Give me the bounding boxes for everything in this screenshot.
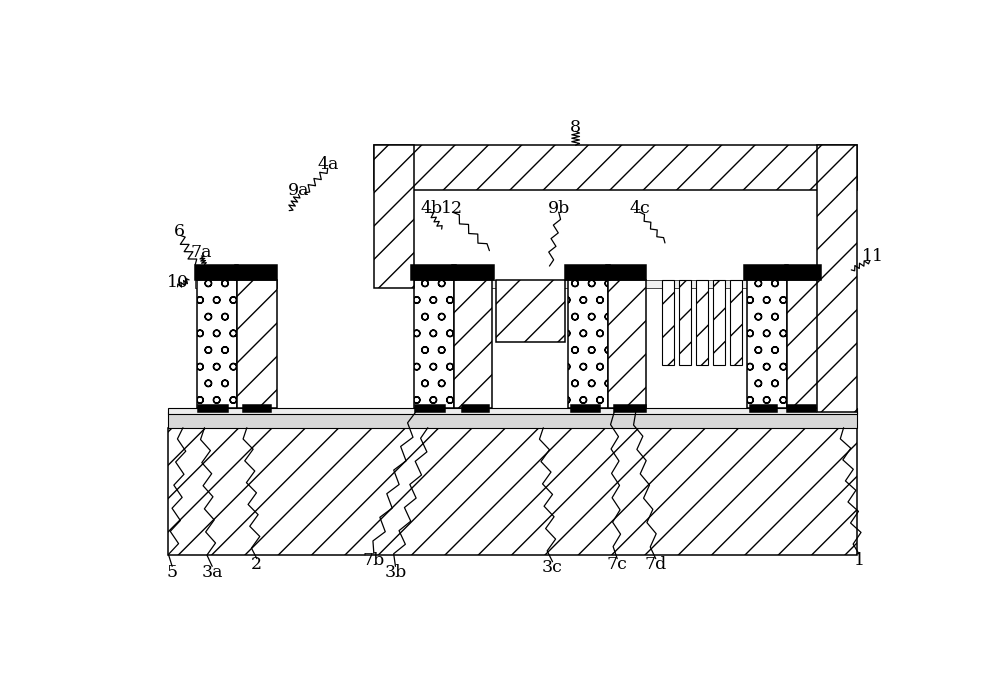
Bar [195, 280, 277, 288]
Bar [415, 405, 445, 412]
Text: 7b: 7b [363, 552, 385, 569]
Bar [414, 280, 454, 408]
Text: 4c: 4c [629, 200, 650, 217]
Bar [568, 280, 608, 408]
Text: 7c: 7c [607, 556, 628, 573]
Bar [730, 280, 742, 365]
Bar [411, 265, 456, 280]
Bar [374, 145, 857, 190]
Bar [235, 265, 277, 280]
Bar [747, 280, 787, 408]
Text: 10: 10 [167, 274, 189, 292]
Bar [243, 405, 271, 412]
Text: 8: 8 [570, 119, 581, 136]
Bar [571, 405, 600, 412]
Bar [713, 280, 725, 365]
Text: 3a: 3a [201, 564, 223, 581]
Text: 1: 1 [854, 552, 864, 569]
Bar [168, 408, 857, 414]
Bar [462, 405, 489, 412]
Text: 3b: 3b [384, 564, 407, 581]
Bar [785, 265, 820, 280]
Bar [817, 145, 857, 412]
Text: 5: 5 [167, 564, 178, 581]
Bar [452, 265, 494, 280]
Bar [496, 280, 565, 341]
Bar [787, 405, 816, 412]
Text: 6: 6 [174, 223, 185, 240]
Bar [414, 280, 819, 288]
Bar [198, 405, 228, 412]
Bar [662, 280, 674, 365]
Bar [374, 145, 414, 288]
Bar [608, 280, 646, 408]
Text: 4b: 4b [421, 200, 443, 217]
Text: 9b: 9b [548, 200, 570, 217]
Bar [237, 280, 277, 408]
Bar [565, 265, 610, 280]
Text: 11: 11 [862, 248, 884, 265]
Bar [696, 280, 708, 365]
Bar [744, 265, 788, 280]
Text: 4a: 4a [317, 156, 338, 173]
Bar [454, 280, 492, 408]
Text: 2: 2 [251, 556, 262, 573]
Bar [195, 265, 238, 280]
Bar [606, 265, 646, 280]
Bar [679, 280, 691, 365]
Bar [197, 280, 237, 408]
Text: 12: 12 [441, 200, 464, 217]
Bar [614, 405, 646, 412]
Text: 3c: 3c [542, 559, 563, 576]
Bar [168, 412, 857, 428]
Text: 7d: 7d [645, 556, 667, 573]
Bar [787, 280, 819, 408]
Text: 9a: 9a [288, 182, 309, 199]
Text: 7a: 7a [191, 244, 212, 261]
Bar [168, 428, 857, 554]
Bar [750, 405, 777, 412]
